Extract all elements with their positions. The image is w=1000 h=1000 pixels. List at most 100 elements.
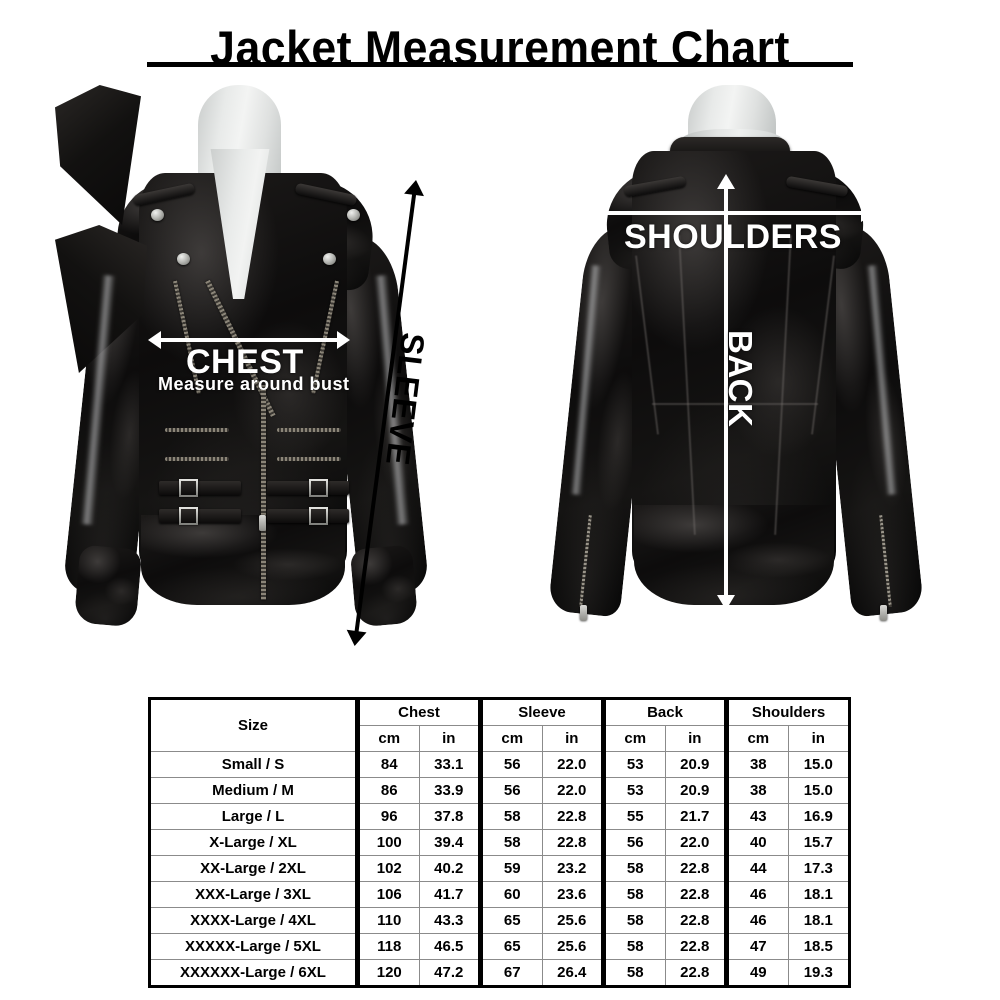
front-left-strap-lower [159,509,241,523]
front-left-buckle-lower [179,507,198,525]
cell-back-cm: 53 [601,777,666,804]
back-hem [634,505,834,605]
header-chest-cm: cm [355,725,420,752]
table-row: X-Large / XL 100 39.4 58 22.8 56 22.0 40 15.7 [149,829,851,856]
cell-shoulders-cm: 47 [724,933,789,960]
cell-size: XXXXX-Large / 5XL [149,933,358,960]
header-shoulders: Shoulders [724,698,851,726]
jacket-back-photo [540,85,950,680]
cell-shoulders-cm: 43 [724,803,789,830]
cell-chest-in: 47.2 [418,959,481,987]
chest-arrow-head-left-icon [148,331,161,349]
header-back-in: in [664,725,728,752]
cell-shoulders-cm: 38 [724,751,789,778]
front-collar-snap-left [177,253,190,265]
table-row: Large / L 96 37.8 58 22.8 55 21.7 43 16.9 [149,803,851,830]
cell-shoulders-cm: 46 [724,907,789,934]
cell-chest-in: 33.1 [418,751,481,778]
sleeve-arrow-head-top-icon [404,178,426,197]
cell-chest-in: 39.4 [418,829,481,856]
cell-sleeve-cm: 56 [478,777,543,804]
table-header-row-groups: Size Chest Sleeve Back Shoulders [149,698,851,752]
cell-size: XX-Large / 2XL [149,855,358,882]
cell-sleeve-in: 22.0 [541,777,605,804]
front-main-zip-pull [259,515,266,531]
cell-sleeve-cm: 60 [478,881,543,908]
chest-arrow-line [159,338,339,342]
front-left-pocket-zip-upper [165,428,229,432]
cell-back-in: 21.7 [664,803,728,830]
table-row: XX-Large / 2XL 102 40.2 59 23.2 58 22.8 44 17.3 [149,855,851,882]
cell-size: Medium / M [149,777,358,804]
front-right-pocket-zip-lower [277,457,341,461]
cell-chest-cm: 106 [355,881,420,908]
cell-shoulders-cm: 49 [724,959,789,987]
cell-shoulders-in: 15.0 [787,777,851,804]
cell-shoulders-in: 16.9 [787,803,851,830]
cell-shoulders-in: 17.3 [787,855,851,882]
table-row: XXXX-Large / 4XL 110 43.3 65 25.6 58 22.8 46 18.… [149,907,851,934]
cell-back-in: 22.8 [664,881,728,908]
header-shoulders-in: in [787,725,851,752]
cell-back-cm: 58 [601,855,666,882]
back-left-cuff-zip-pull [580,605,587,621]
chest-arrow-head-right-icon [337,331,350,349]
shoulders-label: SHOULDERS [624,218,842,256]
cell-shoulders-cm: 46 [724,881,789,908]
size-chart-table: Size Chest Sleeve Back Shoulders cm in c… [148,697,852,988]
cell-sleeve-in: 22.0 [541,751,605,778]
cell-chest-cm: 120 [355,959,420,987]
front-right-buckle-upper [309,479,328,497]
header-size: Size [149,698,358,752]
cell-chest-cm: 86 [355,777,420,804]
cell-chest-in: 41.7 [418,881,481,908]
front-left-buckle-upper [179,479,198,497]
front-right-buckle-lower [309,507,328,525]
table-row: XXXXX-Large / 5XL 118 46.5 65 25.6 58 22.8 47 18… [149,933,851,960]
sleeve-arrow-head-bottom-icon [344,629,367,648]
header-shoulders-cm: cm [724,725,789,752]
back-waist-seam [652,403,818,405]
cell-size: XXXX-Large / 4XL [149,907,358,934]
cell-shoulders-in: 19.3 [787,959,851,987]
front-left-pocket-zip-lower [165,457,229,461]
back-torso [632,151,836,571]
cell-back-cm: 58 [601,907,666,934]
cell-sleeve-in: 25.6 [541,907,605,934]
cell-back-cm: 53 [601,751,666,778]
cell-sleeve-cm: 65 [478,933,543,960]
cell-size: XXX-Large / 3XL [149,881,358,908]
header-back: Back [601,698,728,726]
header-sleeve: Sleeve [477,698,605,726]
cell-sleeve-in: 22.8 [541,803,605,830]
cell-chest-in: 33.9 [418,777,481,804]
shoulders-measurement-arrow [572,204,875,222]
cell-shoulders-cm: 38 [724,777,789,804]
cell-back-cm: 58 [601,959,666,987]
cell-back-cm: 55 [601,803,666,830]
front-lapel-snap-right [347,209,360,221]
cell-sleeve-cm: 65 [478,907,543,934]
header-chest-in: in [418,725,481,752]
cell-chest-cm: 110 [355,907,420,934]
cell-size: Large / L [149,803,358,830]
table-header-row-units: cm in cm in cm in cm in [150,725,851,752]
shoulders-arrow-head-right-icon [861,204,875,222]
table-row: Small / S 84 33.1 56 22.0 53 20.9 38 15.0 [149,751,851,778]
cell-shoulders-in: 18.5 [787,933,851,960]
cell-back-in: 22.8 [664,907,728,934]
front-left-cuff [73,544,143,628]
cell-chest-cm: 96 [355,803,420,830]
cell-chest-in: 40.2 [418,855,481,882]
title-underline-rule [147,62,853,67]
cell-sleeve-cm: 58 [478,803,543,830]
chest-measurement-arrow [148,331,350,349]
cell-back-in: 22.0 [664,829,728,856]
back-arrow-line [724,187,728,597]
cell-sleeve-cm: 58 [478,829,543,856]
cell-shoulders-in: 15.0 [787,751,851,778]
cell-sleeve-cm: 59 [478,855,543,882]
front-right-strap-lower [267,509,349,523]
cell-chest-cm: 84 [355,751,420,778]
front-hem [141,515,345,605]
